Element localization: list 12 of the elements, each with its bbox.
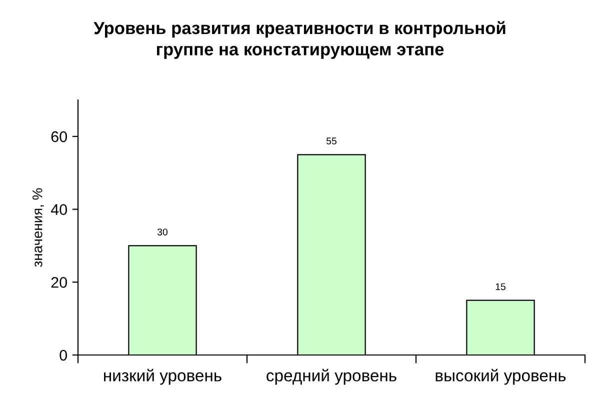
y-tick-label: 0 [60, 350, 67, 361]
data-label: 30 [157, 228, 168, 236]
y-tick-label: 60 [51, 131, 67, 142]
data-label: 15 [496, 283, 506, 290]
y-tick-label: 20 [51, 277, 67, 288]
x-tick-label: высокий уровень [436, 368, 566, 385]
y-axis-title: значения, % [32, 188, 44, 267]
data-label: 55 [326, 138, 336, 144]
chart-title: Уровень развития креативности в контрольной группе на констатирующем этапе [94, 21, 506, 59]
y-tick-label: 40 [50, 204, 67, 215]
x-tick-label: средний уровень [266, 368, 396, 385]
x-tick-label: низкий уровень [104, 368, 222, 385]
